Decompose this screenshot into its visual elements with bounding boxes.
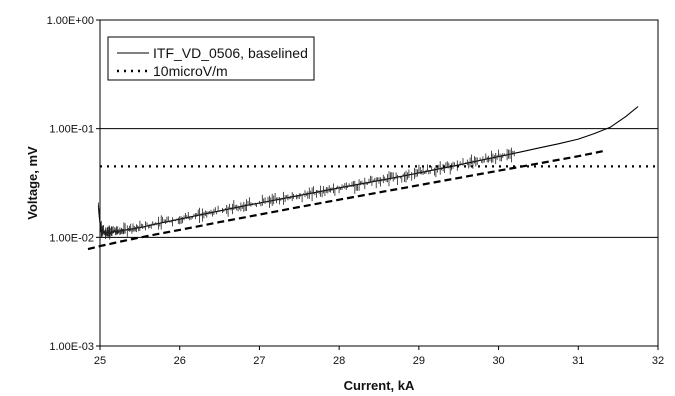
x-tick-label: 29	[413, 355, 425, 367]
x-tick-label: 28	[333, 355, 345, 367]
tick-labels: 1.00E-03 1.00E-02 1.00E-01 1.00E+00 25 26 27 28…	[47, 15, 665, 367]
x-tick-label: 26	[174, 355, 186, 367]
y-tick-label: 1.00E-01	[49, 124, 94, 136]
plot-area-frame	[99, 19, 659, 347]
series-noise-0	[98, 147, 515, 240]
gridlines	[100, 128, 658, 238]
legend-label-baselined: ITF_VD_0506, baselined	[153, 45, 308, 61]
series-layer	[87, 106, 658, 251]
y-tick-label: 1.00E-02	[49, 232, 94, 244]
series-line-2	[87, 149, 607, 251]
x-axis-title: Current, kA	[344, 378, 415, 393]
x-tick-label: 31	[572, 355, 584, 367]
series-line-0	[97, 106, 639, 233]
x-tick-label: 25	[94, 355, 106, 367]
legend: ITF_VD_0506, baselined 10microV/m	[107, 36, 315, 81]
x-tick-label: 32	[652, 355, 664, 367]
x-tick-label: 27	[253, 355, 265, 367]
legend-label-10microv: 10microV/m	[153, 63, 228, 79]
x-tick-label: 30	[492, 355, 504, 367]
legend-box	[107, 36, 315, 81]
y-tick-label: 1.00E+00	[47, 15, 94, 27]
y-axis-title: Voltage, mV	[25, 146, 40, 220]
y-tick-label: 1.00E-03	[49, 341, 94, 353]
